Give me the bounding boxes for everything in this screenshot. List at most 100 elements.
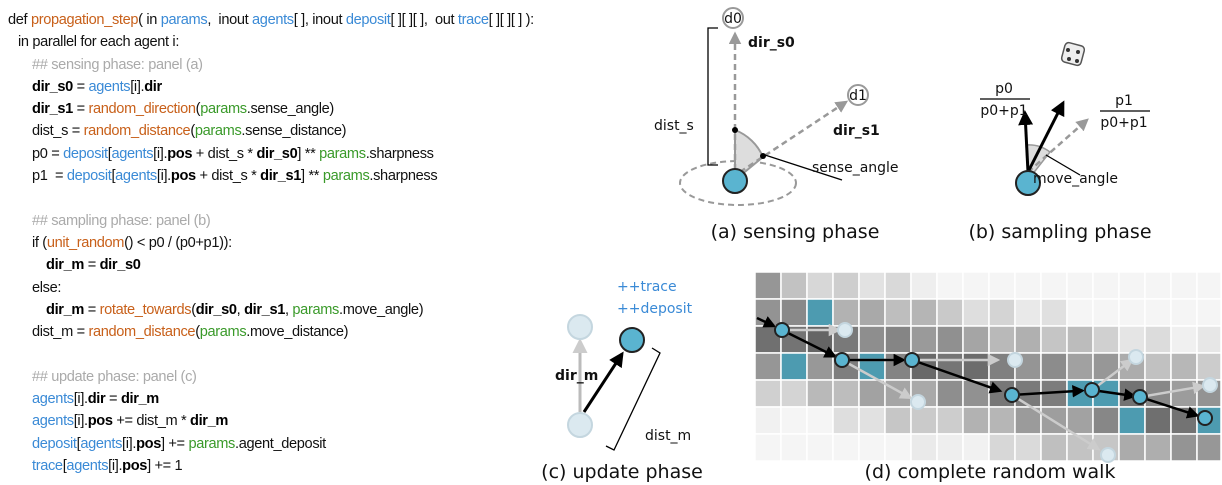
walk-candidate	[1128, 349, 1144, 365]
grid-cell	[1144, 271, 1172, 300]
code-token: deposit	[345, 12, 391, 28]
code-token: =	[72, 78, 89, 95]
code-token: (	[195, 324, 200, 341]
code-token: deposit	[63, 145, 108, 162]
grid-cell	[1118, 433, 1146, 462]
code-token: random_distance	[88, 324, 196, 341]
grid-cell	[754, 433, 782, 462]
code-token: ## update phase: panel (c)	[32, 368, 197, 385]
grid-cell	[910, 325, 938, 354]
grid-cell	[962, 379, 990, 408]
code-token: dir_s0	[256, 145, 298, 162]
walk-candidate	[837, 322, 853, 338]
grid-cell	[1170, 298, 1198, 327]
code-token: + dist_s *	[192, 145, 257, 162]
caption: (b) sampling phase	[968, 221, 1151, 243]
walk-node	[1132, 389, 1148, 405]
label: dist_s	[654, 118, 694, 134]
grid-cell	[780, 352, 808, 381]
grid-cell	[780, 298, 808, 327]
fraction-num: p0	[995, 81, 1013, 97]
code-token: dir_s0	[32, 78, 73, 95]
grid-cell	[988, 271, 1016, 300]
grid-cell	[962, 298, 990, 327]
walk-candidate	[910, 394, 926, 410]
code-token: =	[105, 391, 121, 408]
label: ++trace	[617, 279, 677, 295]
grid-cell	[1092, 352, 1120, 381]
code-line: p1 = deposit[agents[i].pos + dist_s * di…	[0, 165, 534, 187]
walk-node	[834, 352, 850, 368]
code-token: random_distance	[83, 123, 191, 140]
code-token: dir_s0	[195, 301, 237, 318]
code-token: ( in	[138, 12, 161, 28]
grid-cell	[962, 352, 990, 381]
grid-cell	[1092, 325, 1120, 354]
grid-cell	[936, 406, 964, 435]
code-token: [i].	[122, 435, 137, 452]
code-token: .sharpness	[369, 168, 438, 185]
grid-cell	[858, 379, 886, 408]
code-token: =	[84, 257, 100, 274]
grid-cell	[962, 271, 990, 300]
grid-cell	[910, 433, 938, 462]
code-token: p1 =	[32, 168, 67, 185]
walk-node	[1197, 410, 1213, 426]
code-token: .sharpness	[365, 145, 434, 162]
grid-cell	[832, 298, 860, 327]
walk-node	[774, 322, 790, 338]
walk-step	[756, 316, 777, 328]
code-token: [i].	[108, 457, 123, 474]
code-token: .sense_angle)	[246, 101, 334, 118]
code-token: dir_m	[46, 257, 84, 274]
grid-cell	[1144, 352, 1172, 381]
grid-cell	[962, 433, 990, 462]
code-line: ## update phase: panel (c)	[0, 366, 534, 388]
code-token: dir_m	[190, 413, 229, 430]
walk-node	[1084, 382, 1100, 398]
grid-cell	[832, 406, 860, 435]
code-token: .move_distance)	[246, 324, 349, 341]
grid-cell	[1066, 406, 1094, 435]
code-line: trace[agents[i].pos] += 1	[0, 455, 534, 477]
code-token: params	[292, 301, 339, 318]
code-token: deposit	[66, 168, 112, 185]
walk-step	[781, 328, 838, 358]
grid-cell	[1144, 325, 1172, 354]
grid-cell	[936, 325, 964, 354]
grid-cell	[754, 406, 782, 435]
grid-cell	[1066, 271, 1094, 300]
grid-cell	[1196, 298, 1222, 327]
code-token: [i].	[156, 168, 171, 185]
fraction-den: p0+p1	[1100, 115, 1147, 131]
grid-cell	[884, 325, 912, 354]
code-token: .sense_distance)	[241, 123, 347, 140]
code-line: p0 = deposit[agents[i].pos + dist_s * di…	[0, 143, 534, 165]
code-line: ## sensing phase: panel (a)	[0, 54, 534, 76]
grid-cell	[1040, 271, 1068, 300]
code-token: dir_m	[46, 301, 84, 318]
grid-cell	[988, 325, 1016, 354]
grid-cell	[1196, 325, 1222, 354]
grid-cell	[1040, 433, 1068, 462]
code-token: =	[72, 101, 89, 118]
grid-cell	[988, 406, 1016, 435]
code-token: trace	[32, 457, 63, 474]
grid-cell	[1014, 433, 1042, 462]
grid-cell	[910, 298, 938, 327]
grid-cell	[806, 298, 834, 327]
grid-cell	[884, 271, 912, 300]
code-token: ## sampling phase: panel (b)	[32, 212, 211, 229]
grid-cell	[754, 271, 782, 300]
code-token: [	[111, 168, 116, 185]
grid-cell	[936, 379, 964, 408]
panel-a: d0 d1 dir_s0 dir_s1 dist_s sense_angle (…	[654, 7, 899, 243]
grid-cell	[884, 406, 912, 435]
grid-cell	[884, 433, 912, 462]
grid-cell	[1170, 271, 1198, 300]
panel-d: (d) complete random walk	[754, 271, 1222, 483]
code-token: def	[8, 12, 31, 28]
code-line: deposit[agents[i].pos] += params.agent_d…	[0, 433, 534, 455]
grid-cell	[754, 352, 782, 381]
